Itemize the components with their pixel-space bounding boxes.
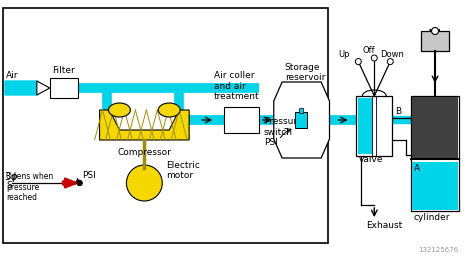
Text: A: A xyxy=(414,164,420,173)
Circle shape xyxy=(431,28,438,35)
Circle shape xyxy=(127,165,162,201)
Text: Off: Off xyxy=(362,46,374,55)
Bar xyxy=(356,96,392,156)
Bar xyxy=(299,108,302,113)
Text: Exhaust: Exhaust xyxy=(366,221,402,230)
Text: Air: Air xyxy=(6,71,18,80)
Bar xyxy=(224,107,259,133)
Circle shape xyxy=(62,181,67,186)
Text: S: S xyxy=(6,181,12,190)
Ellipse shape xyxy=(109,103,130,117)
Bar xyxy=(412,162,458,210)
Text: Compressor: Compressor xyxy=(118,148,171,157)
Text: W: W xyxy=(429,29,440,39)
FancyArrow shape xyxy=(5,81,47,95)
Bar xyxy=(358,98,372,154)
Text: B: B xyxy=(395,107,401,116)
Text: Up: Up xyxy=(338,50,350,59)
Text: Opens when
pressure
reached: Opens when pressure reached xyxy=(6,172,53,202)
Text: Pneumatic
cylinder: Pneumatic cylinder xyxy=(413,203,461,222)
Bar xyxy=(411,96,459,211)
Text: 132125676: 132125676 xyxy=(418,247,458,253)
Circle shape xyxy=(387,59,393,64)
Polygon shape xyxy=(100,110,189,140)
Bar xyxy=(412,97,458,159)
Circle shape xyxy=(371,55,377,61)
Polygon shape xyxy=(274,82,329,158)
Text: Electric
motor: Electric motor xyxy=(166,160,200,180)
Text: Filter: Filter xyxy=(52,66,74,75)
Text: Storage
reservoir: Storage reservoir xyxy=(285,63,325,82)
Bar xyxy=(295,112,307,128)
Polygon shape xyxy=(65,178,78,188)
Circle shape xyxy=(356,59,361,64)
Text: 3$\phi$: 3$\phi$ xyxy=(4,170,18,184)
Text: Air coller
and air
treatment: Air coller and air treatment xyxy=(214,71,260,101)
Circle shape xyxy=(77,181,82,186)
Text: Pressure
switch
PSI: Pressure switch PSI xyxy=(264,117,302,147)
Bar xyxy=(421,31,449,51)
Text: Down: Down xyxy=(380,50,404,59)
Text: PSI: PSI xyxy=(82,171,95,180)
Ellipse shape xyxy=(158,103,180,117)
Bar xyxy=(3,8,328,243)
Polygon shape xyxy=(37,81,50,95)
Bar xyxy=(50,78,78,98)
Text: Control
valve: Control valve xyxy=(358,144,391,164)
